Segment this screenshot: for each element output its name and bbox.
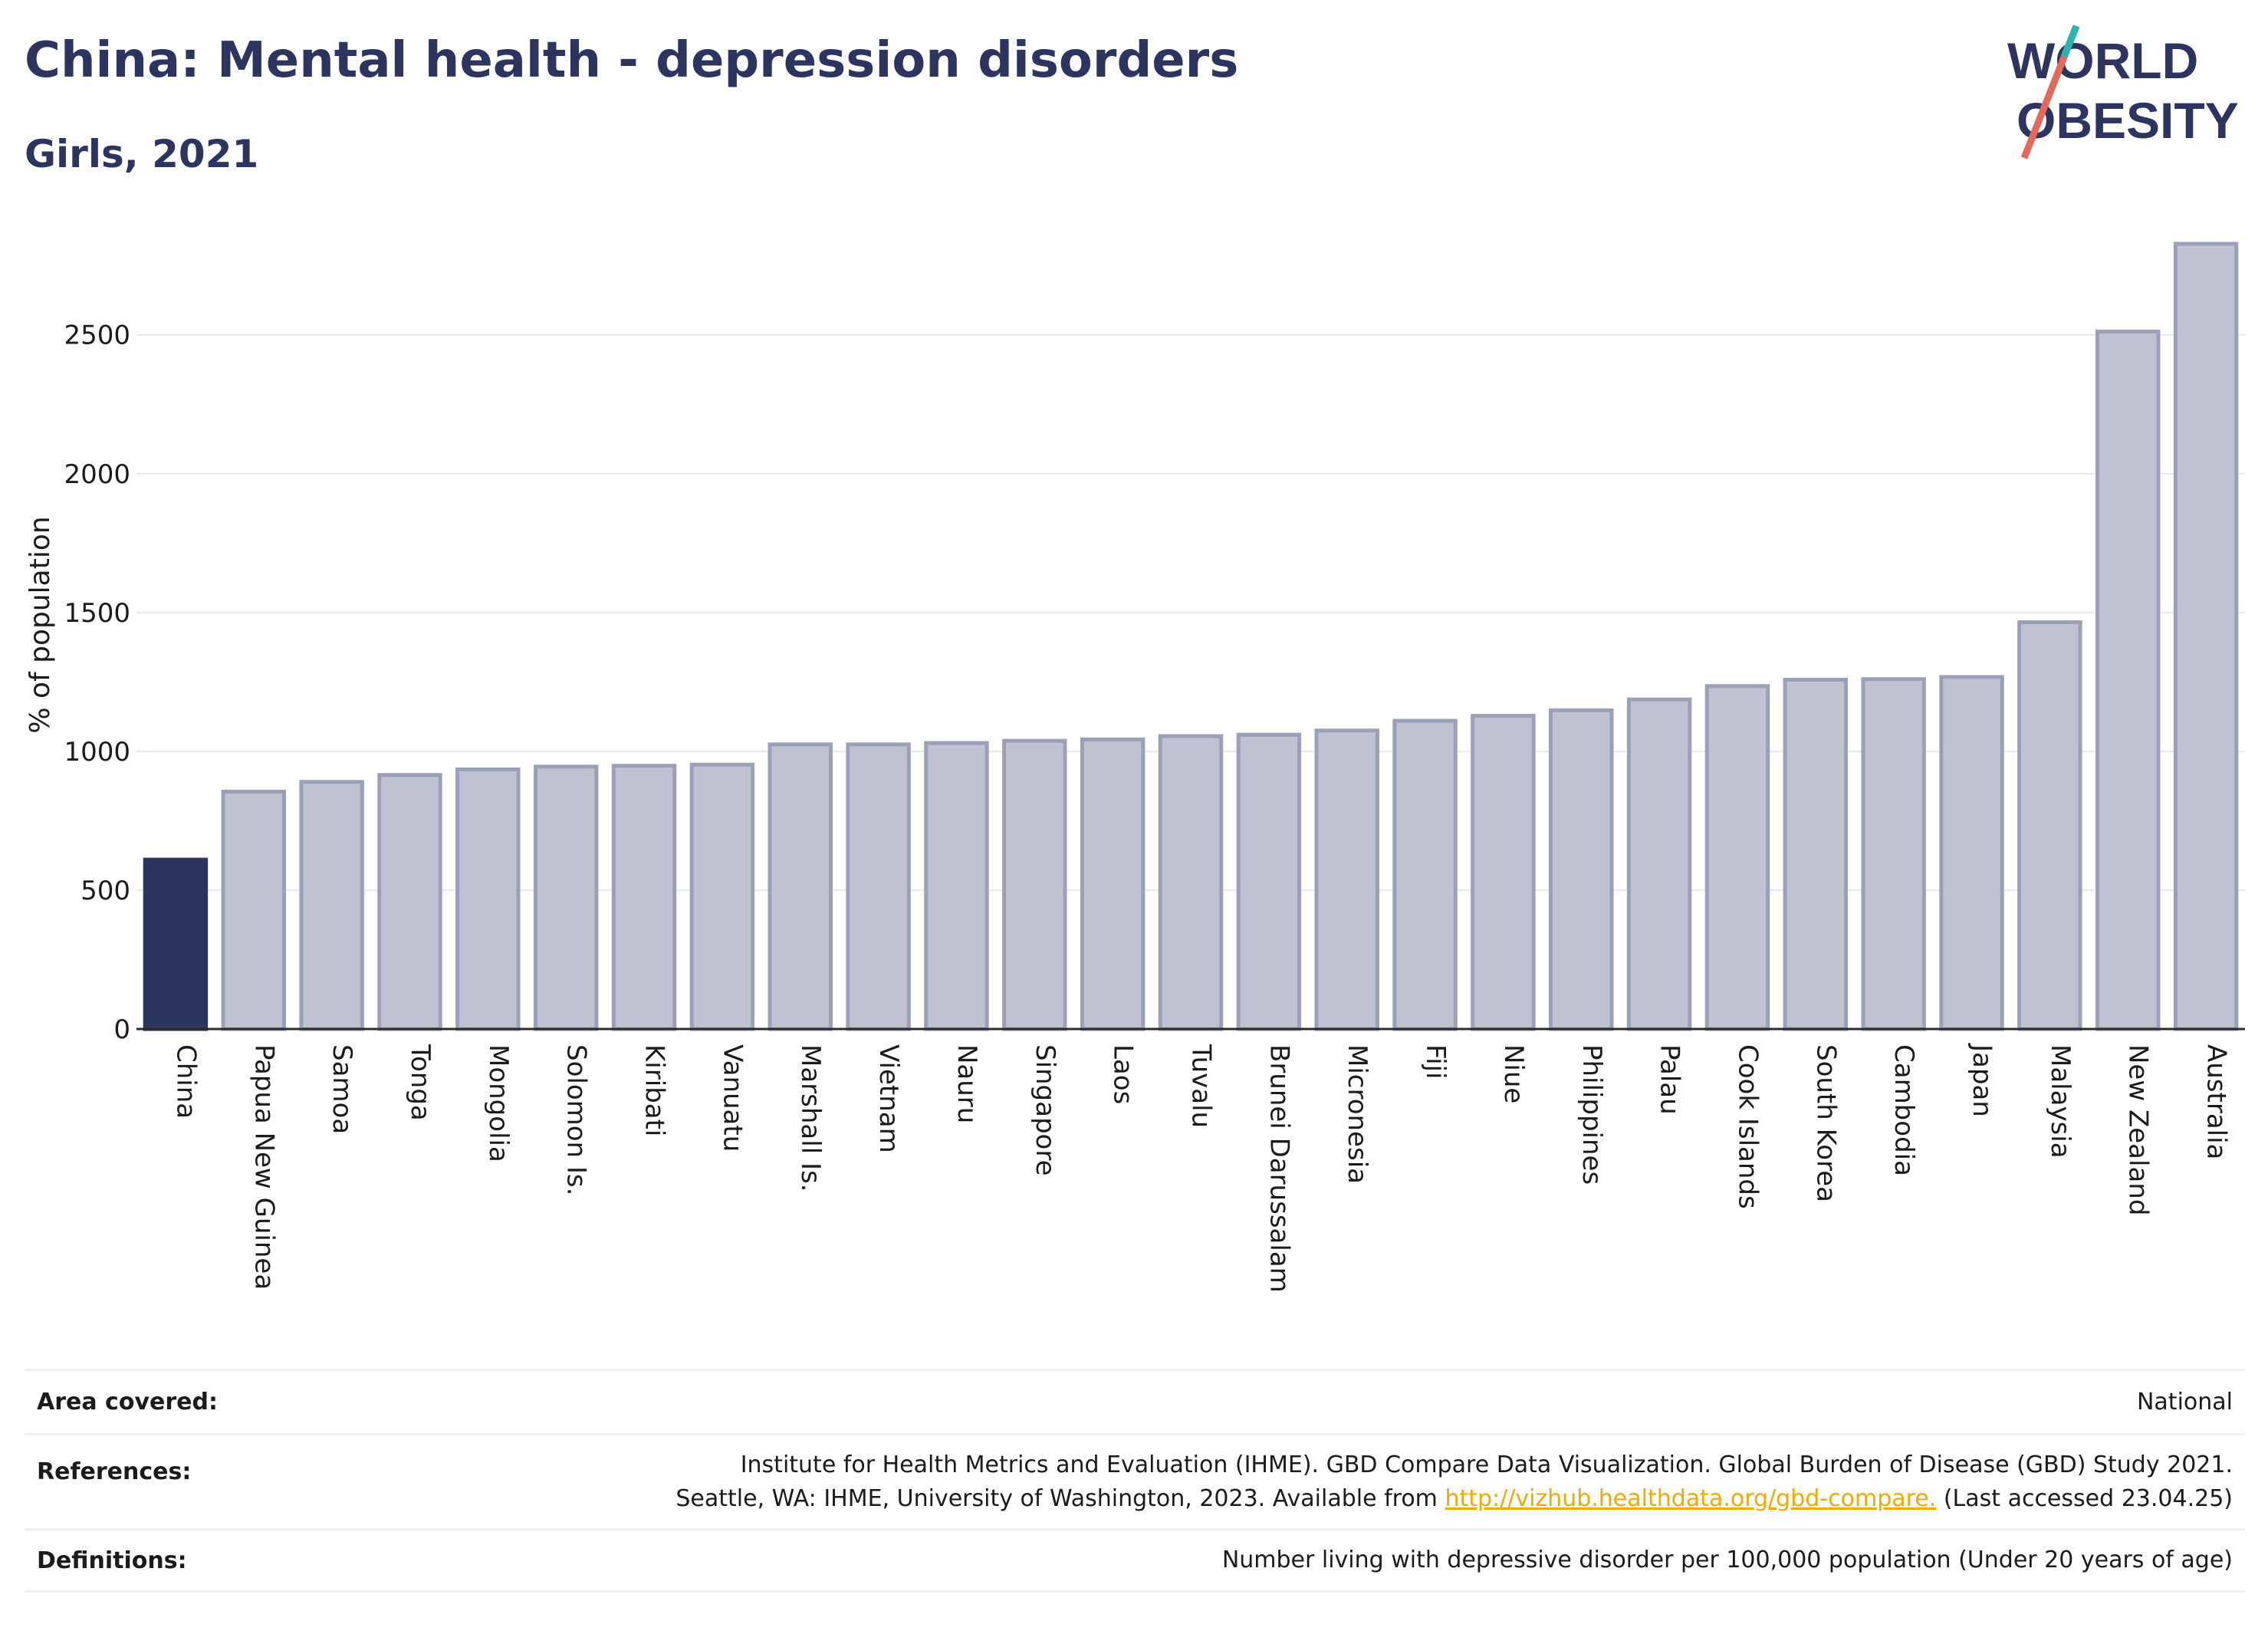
chart-subtitle: Girls, 2021 bbox=[25, 132, 259, 176]
logo-line2: OBESITY bbox=[2017, 92, 2239, 149]
references-link[interactable]: http://vizhub.healthdata.org/gbd-compare… bbox=[1445, 1484, 1937, 1512]
definitions-label: Definitions: bbox=[37, 1547, 187, 1574]
footer-table: Area covered: National References: Insti… bbox=[25, 1369, 2245, 1593]
bar-nauru bbox=[924, 741, 989, 1031]
y-tick-label: 0 bbox=[113, 1014, 130, 1045]
y-tick-label: 2500 bbox=[64, 321, 130, 351]
x-tick-label: New Zealand bbox=[2123, 1044, 2154, 1215]
references-label: References: bbox=[37, 1458, 192, 1485]
bar-china bbox=[143, 857, 209, 1031]
x-tick-label: Kiribati bbox=[639, 1044, 670, 1136]
references-line1: Institute for Health Metrics and Evaluat… bbox=[740, 1451, 2233, 1478]
footer-row-references: References: Institute for Health Metrics… bbox=[25, 1433, 2245, 1528]
logo-slash-top bbox=[2060, 25, 2080, 58]
x-tick-label: Laos bbox=[1108, 1044, 1139, 1104]
bar-tuvalu bbox=[1158, 734, 1224, 1031]
x-tick-label: Fiji bbox=[1420, 1044, 1451, 1079]
references-line2-post: (Last accessed 23.04.25) bbox=[1936, 1484, 2233, 1512]
x-tick-label: Nauru bbox=[952, 1044, 982, 1123]
bar-palau bbox=[1626, 697, 1692, 1031]
x-tick-label: South Korea bbox=[1810, 1044, 1841, 1202]
bar-vanuatu bbox=[689, 762, 755, 1031]
logo-line1: WORLD bbox=[2007, 32, 2198, 89]
y-axis-label: % of population bbox=[25, 516, 56, 733]
x-tick-label: Cook Islands bbox=[1732, 1044, 1763, 1209]
bar-fiji bbox=[1392, 718, 1458, 1031]
bar-chart: 0 500 1000 1500 2000 2500 China Papua New Guin… bbox=[25, 242, 2245, 1293]
bar-solomon-is bbox=[533, 764, 599, 1031]
x-tick-label: Japan bbox=[1967, 1043, 1997, 1117]
bar-singapore bbox=[1002, 738, 1067, 1031]
chart-title: China: Mental health - depression disord… bbox=[25, 32, 1239, 89]
x-tick-label: Vietnam bbox=[873, 1044, 904, 1153]
footer-row-area: Area covered: National bbox=[25, 1369, 2245, 1433]
x-tick-label: Micronesia bbox=[1342, 1044, 1372, 1184]
x-tick-label: Samoa bbox=[327, 1044, 357, 1134]
bar-japan bbox=[1939, 675, 2004, 1031]
references-line2-pre: Seattle, WA: IHME, University of Washing… bbox=[675, 1484, 1445, 1512]
bar-brunei-darussalam bbox=[1236, 732, 1302, 1031]
x-tick-label: Marshall Is. bbox=[795, 1044, 826, 1192]
x-tick-label: Papua New Guinea bbox=[248, 1044, 279, 1290]
x-tick-label: Palau bbox=[1655, 1044, 1685, 1115]
bar-malaysia bbox=[2017, 620, 2082, 1031]
bar-australia bbox=[2173, 242, 2239, 1031]
bar-niue bbox=[1471, 714, 1536, 1031]
bar-micronesia bbox=[1314, 728, 1379, 1031]
x-tick-label: Vanuatu bbox=[717, 1044, 748, 1152]
bar-laos bbox=[1080, 737, 1146, 1031]
x-tick-label: Niue bbox=[1498, 1044, 1529, 1103]
x-tick-label: Tonga bbox=[405, 1044, 436, 1121]
x-tick-label: Cambodia bbox=[1888, 1044, 1919, 1176]
bar-philippines bbox=[1549, 708, 1614, 1031]
y-tick-label: 1500 bbox=[64, 598, 130, 629]
references-value: Institute for Health Metrics and Evaluat… bbox=[675, 1448, 2233, 1516]
bar-cambodia bbox=[1861, 677, 1926, 1031]
bar-vietnam bbox=[846, 742, 911, 1031]
bar-cook-islands bbox=[1704, 684, 1770, 1031]
x-tick-label: Australia bbox=[2201, 1044, 2232, 1159]
y-tick-label: 2000 bbox=[64, 459, 130, 490]
x-tick-label: Brunei Darussalam bbox=[1264, 1044, 1294, 1293]
x-tick-label: China bbox=[170, 1044, 201, 1119]
bar-papua-new-guinea bbox=[221, 789, 286, 1031]
x-tick-labels: China Papua New Guinea Samoa Tonga Mongolia S… bbox=[170, 1043, 2231, 1293]
world-obesity-logo: WORLD OBESITY bbox=[2007, 25, 2239, 159]
bar-new-zealand bbox=[2095, 329, 2161, 1031]
x-tick-label: Mongolia bbox=[483, 1044, 514, 1162]
area-value: National bbox=[2136, 1388, 2233, 1415]
x-tick-label: Singapore bbox=[1030, 1044, 1060, 1176]
y-tick-labels: 0 500 1000 1500 2000 2500 bbox=[64, 321, 130, 1045]
x-tick-label: Malaysia bbox=[2045, 1044, 2076, 1159]
bars bbox=[143, 242, 2239, 1031]
x-tick-label: Philippines bbox=[1576, 1044, 1607, 1185]
bar-samoa bbox=[299, 780, 364, 1031]
bar-tonga bbox=[377, 773, 442, 1031]
bar-kiribati bbox=[611, 764, 677, 1031]
y-tick-label: 1000 bbox=[64, 737, 130, 768]
bar-south-korea bbox=[1783, 677, 1849, 1031]
bar-mongolia bbox=[455, 767, 521, 1031]
y-tick-label: 500 bbox=[81, 876, 130, 906]
bar-marshall-is bbox=[768, 742, 833, 1031]
definitions-value: Number living with depressive disorder p… bbox=[1221, 1547, 2233, 1573]
footer-row-definitions: Definitions: Number living with depressi… bbox=[25, 1528, 2245, 1593]
x-tick-label: Tuvalu bbox=[1186, 1044, 1217, 1128]
area-label: Area covered: bbox=[37, 1389, 218, 1415]
x-tick-label: Solomon Is. bbox=[561, 1044, 592, 1195]
